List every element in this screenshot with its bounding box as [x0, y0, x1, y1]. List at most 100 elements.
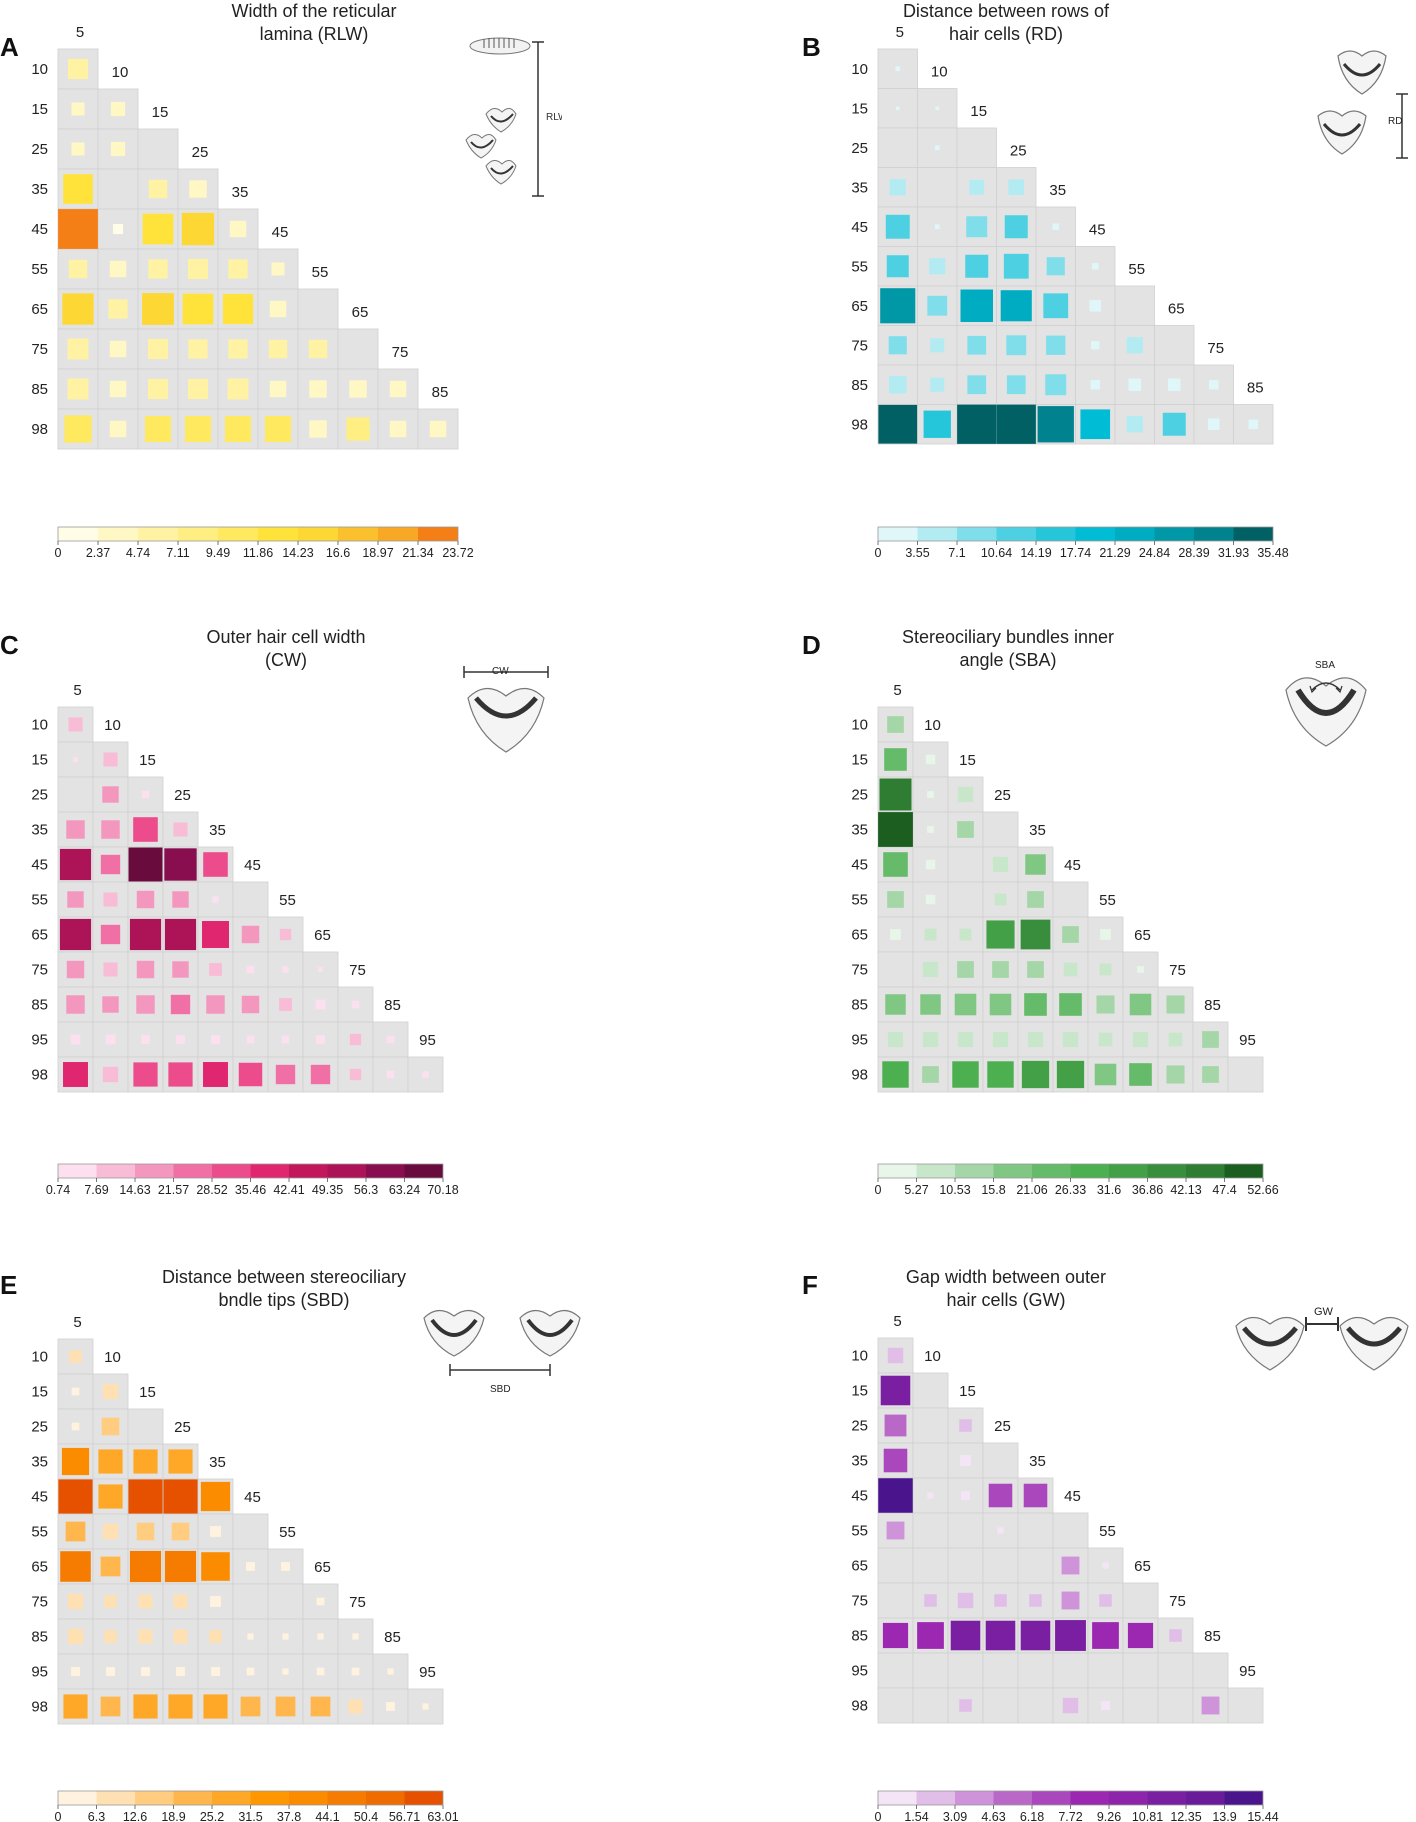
value-square	[201, 1552, 230, 1581]
matrix-cell-bg	[1052, 1652, 1089, 1689]
column-label: 25	[994, 787, 1011, 804]
matrix-cell-bg	[1087, 1652, 1124, 1689]
column-label: 35	[1029, 822, 1046, 839]
value-square	[138, 1594, 153, 1609]
value-square	[429, 420, 447, 438]
column-label: 35	[209, 822, 226, 839]
colorbar-tick-label: 15.8	[981, 1183, 1005, 1197]
value-square	[930, 338, 945, 353]
value-square	[927, 791, 934, 798]
colorbar-segment	[878, 527, 918, 541]
value-square	[247, 1633, 254, 1640]
column-label: 55	[312, 264, 329, 281]
value-square	[969, 179, 985, 195]
value-square	[71, 102, 85, 116]
title-line-1: Outer hair cell width	[206, 627, 366, 647]
matrix-cell-bg	[1017, 1547, 1054, 1584]
colorbar-tick-label: 26.33	[1055, 1183, 1086, 1197]
colorbar-segment	[173, 1791, 212, 1805]
value-square	[170, 994, 191, 1015]
row-label: 45	[31, 1489, 48, 1506]
value-square	[106, 1667, 115, 1676]
value-square	[67, 58, 89, 80]
value-square	[1094, 1063, 1117, 1086]
colorbar-segment	[996, 527, 1036, 541]
value-square	[308, 339, 328, 359]
row-label: 55	[851, 1523, 868, 1540]
value-square	[61, 1447, 90, 1476]
value-square	[67, 338, 89, 360]
colorbar-tick-label: 0	[875, 1183, 882, 1197]
value-square	[246, 1035, 255, 1044]
value-square	[927, 1492, 934, 1499]
column-label: 25	[192, 144, 209, 161]
column-label: 65	[314, 927, 331, 944]
colorbar-segment	[173, 1164, 212, 1178]
matrix-cell-bg	[1227, 1687, 1264, 1724]
row-label: 95	[31, 1664, 48, 1681]
row-label: 98	[31, 1067, 48, 1084]
colorbar-segment	[878, 1791, 917, 1805]
colorbar-tick-label: 9.26	[1097, 1810, 1121, 1822]
value-square	[1061, 1556, 1080, 1575]
value-square	[228, 339, 248, 359]
value-square	[269, 300, 287, 318]
value-square	[1061, 1591, 1080, 1610]
value-square	[950, 1620, 981, 1651]
value-square	[1006, 335, 1027, 356]
colorbar-tick-label: 70.18	[427, 1183, 458, 1197]
colorbar-tick-label: 0	[55, 546, 62, 560]
value-square	[1027, 891, 1044, 908]
panel-d: D Stereociliary bundles inner angle (SBA…	[708, 620, 1416, 1220]
colorbar-segment	[916, 1164, 955, 1178]
value-square	[1091, 262, 1099, 270]
heatmap-matrix: 5 10 15 25 35 45 55 65 75 85 95 10 15 25 35 45 55 65 75 85 9…	[851, 682, 1278, 1197]
column-label: 25	[1010, 143, 1027, 160]
value-square	[1166, 1065, 1185, 1084]
row-label: 95	[851, 1032, 868, 1049]
value-square	[269, 380, 287, 398]
panel-letter: A	[0, 32, 19, 62]
value-square	[241, 925, 260, 944]
row-label: 98	[851, 416, 868, 433]
column-label: 65	[1134, 1558, 1151, 1575]
colorbar-tick-label: 6.18	[1020, 1810, 1044, 1822]
panel-a: A Width of the reticular lamina (RLW) 5 1…	[0, 0, 708, 600]
value-square	[922, 1066, 939, 1083]
colorbar-tick-label: 17.74	[1060, 546, 1091, 560]
value-square	[1052, 223, 1060, 231]
value-square	[917, 1622, 944, 1649]
value-square	[349, 1033, 362, 1046]
value-square	[987, 1061, 1014, 1088]
row-label: 55	[851, 892, 868, 909]
matrix-cell-bg	[197, 951, 234, 988]
value-square	[957, 821, 974, 838]
column-label: 65	[352, 304, 369, 321]
matrix-cell-bg	[137, 408, 179, 450]
value-square	[924, 1594, 937, 1607]
value-square	[1059, 993, 1082, 1016]
matrix-cell-bg	[912, 1442, 949, 1479]
colorbar-tick-label: 18.9	[161, 1810, 185, 1822]
row-label: 15	[851, 100, 868, 117]
colorbar-tick-label: 63.01	[427, 1810, 458, 1822]
row-label: 98	[851, 1698, 868, 1715]
value-square	[996, 404, 1036, 444]
matrix-cell-bg	[947, 846, 984, 883]
value-square	[210, 1596, 221, 1607]
matrix-cell-bg	[1157, 1652, 1194, 1689]
value-square	[925, 859, 936, 870]
value-square	[930, 377, 945, 392]
colorbar-segment	[250, 1791, 289, 1805]
row-label: 55	[851, 258, 868, 275]
row-label: 25	[31, 787, 48, 804]
column-label: 95	[1239, 1032, 1256, 1049]
colorbar-tick-label: 13.9	[1212, 1810, 1236, 1822]
value-square	[890, 929, 901, 940]
value-square	[66, 995, 85, 1014]
heatmap-matrix: 5 10 15 25 35 45 55 65 75 85 95 10 15 25 35 45 55 65 75 85 9…	[31, 682, 458, 1197]
column-label: 45	[244, 857, 261, 874]
value-square	[173, 1594, 188, 1609]
column-label: 55	[1099, 892, 1116, 909]
matrix-cell-bg	[1157, 1687, 1194, 1724]
